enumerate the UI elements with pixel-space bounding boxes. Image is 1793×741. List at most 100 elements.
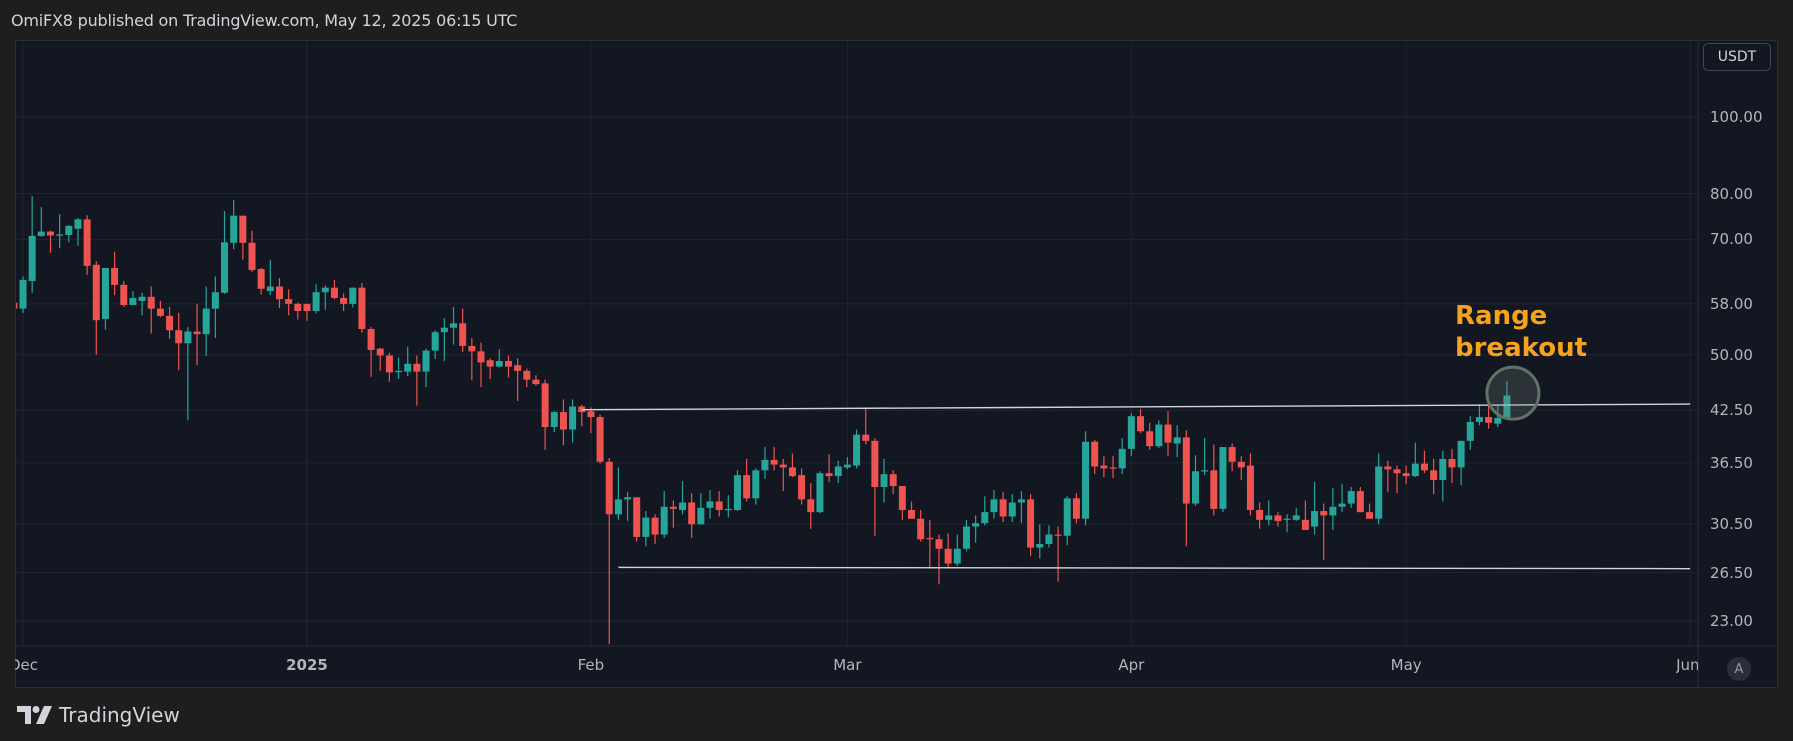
candle-down <box>1164 411 1172 457</box>
candle-up <box>1375 453 1383 525</box>
candle-body <box>917 518 925 540</box>
range-support-line[interactable] <box>618 566 1691 570</box>
candle-down <box>193 303 201 366</box>
candle-down <box>1027 494 1035 557</box>
candle-up <box>853 429 861 469</box>
candle-down <box>587 407 595 434</box>
candle-body <box>358 287 366 329</box>
candle-body <box>330 287 338 298</box>
candle-body <box>1283 518 1291 520</box>
candle-body <box>1347 491 1355 504</box>
range-breakout-annotation: Range breakout <box>1455 300 1587 364</box>
candle-body <box>779 464 787 468</box>
candle-up <box>440 318 448 361</box>
candle-down <box>376 347 384 371</box>
candle-up <box>56 214 64 249</box>
candle-down <box>92 261 100 355</box>
candle-down <box>413 355 421 406</box>
candle-body <box>1027 499 1035 548</box>
candle-down <box>111 251 119 296</box>
candle-body <box>514 365 522 371</box>
candle-body <box>1420 463 1428 471</box>
auto-scale-button[interactable]: A <box>1727 657 1751 681</box>
candle-body <box>1 303 8 319</box>
candle-up <box>1311 482 1319 535</box>
candle-body <box>1182 437 1190 504</box>
candle-body <box>788 467 796 477</box>
candle-down <box>303 303 311 321</box>
candle-down <box>285 289 293 316</box>
candle-body <box>431 332 439 351</box>
candle-body <box>953 548 961 564</box>
candle-body <box>239 215 247 243</box>
candle-up <box>697 493 705 525</box>
candle-body <box>1402 473 1410 477</box>
breakout-highlight-circle[interactable] <box>1485 365 1541 421</box>
candle-up <box>202 286 210 357</box>
candle-body <box>367 328 375 350</box>
candle-body <box>28 235 36 281</box>
candle-down <box>83 215 91 275</box>
candle-body <box>669 506 677 509</box>
candle-down <box>651 514 659 544</box>
candle-body <box>257 269 265 289</box>
candle-body <box>1164 424 1172 443</box>
candle-down <box>669 500 677 528</box>
candle-up <box>733 470 741 512</box>
candle-body <box>880 474 888 488</box>
candle-body <box>660 506 668 535</box>
candle-up <box>1045 525 1053 548</box>
footer-brand[interactable]: TradingView <box>17 703 180 727</box>
candle-down <box>248 230 256 273</box>
candle-down <box>807 483 815 529</box>
candle-up <box>752 468 760 505</box>
candle-body <box>1366 512 1374 519</box>
candle-down <box>1137 408 1145 434</box>
candle-up <box>395 357 403 379</box>
candle-down <box>688 493 696 539</box>
candle-down <box>16 302 18 309</box>
candle-body <box>303 303 311 312</box>
candle-down <box>514 358 522 401</box>
candle-body <box>1301 519 1309 530</box>
candle-body <box>340 297 348 304</box>
chart-panel[interactable] <box>15 40 1778 688</box>
candle-down <box>340 293 348 312</box>
grid <box>16 41 1698 646</box>
candle-up <box>1219 447 1227 513</box>
candle-body <box>624 497 632 500</box>
candle-down <box>147 286 155 334</box>
candle-up <box>74 217 82 246</box>
candle-body <box>834 466 842 477</box>
candle-body <box>92 264 100 321</box>
candle-body <box>1466 421 1474 441</box>
candle-body <box>944 548 952 564</box>
candle-up <box>101 267 109 330</box>
candle-body <box>761 459 769 471</box>
price-tick-label: 58.00 <box>1710 294 1753 313</box>
candle-body <box>175 330 183 344</box>
candle-up <box>312 284 320 314</box>
candle-down <box>532 375 540 386</box>
currency-button[interactable]: USDT <box>1703 43 1771 71</box>
candle-down <box>633 497 641 542</box>
candle-body <box>321 287 329 293</box>
time-tick-label: 2025 <box>286 656 328 674</box>
candle-body <box>1173 437 1181 444</box>
time-tick-label: Feb <box>577 656 605 674</box>
candle-body <box>440 327 448 333</box>
candle-up <box>962 519 970 552</box>
candle-body <box>889 474 897 487</box>
annotation-line-1: Range <box>1455 301 1548 331</box>
candle-body <box>1503 395 1511 418</box>
candle-body <box>1457 440 1465 468</box>
range-resistance-line[interactable] <box>581 403 1691 411</box>
candle-body <box>523 370 531 380</box>
candle-body <box>1430 470 1438 481</box>
candle-body <box>65 225 73 235</box>
candle-up <box>404 346 412 376</box>
candle-body <box>1045 534 1053 544</box>
candle-body <box>1448 458 1456 468</box>
candle-body <box>1320 511 1328 516</box>
